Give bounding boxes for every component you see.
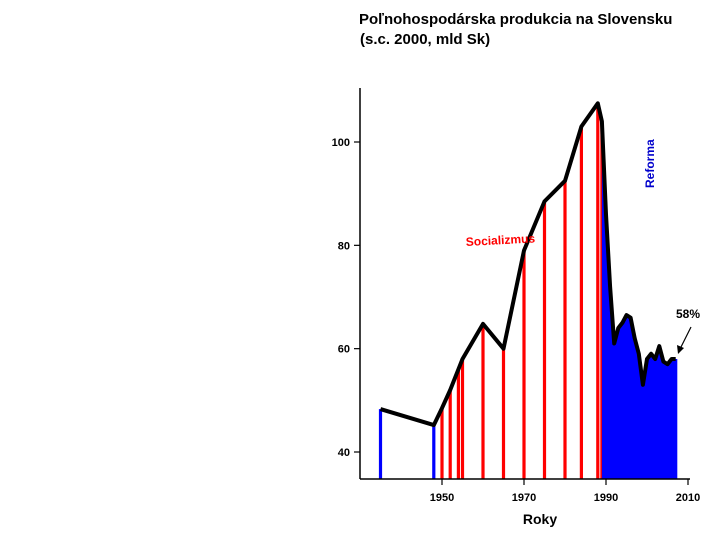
bar-1988 xyxy=(596,103,600,480)
bars-group xyxy=(378,103,678,480)
bar-1952 xyxy=(448,390,452,479)
percent-arrow-line xyxy=(679,326,692,350)
y-tick-label-40: 40 xyxy=(338,447,350,459)
post-1989-area xyxy=(601,121,676,480)
y-tick-label-80: 80 xyxy=(338,240,350,252)
chart-title-line2: (s.c. 2000, mld Sk) xyxy=(360,31,491,48)
reform-annotation: Reforma xyxy=(643,139,657,188)
percent-arrow-head xyxy=(677,345,684,354)
y-tick-label-100: 100 xyxy=(332,137,350,149)
x-tick-label-1990: 1990 xyxy=(594,492,618,504)
chart-title-line1: Poľnohospodárska produkcia na Slovensku xyxy=(359,11,673,28)
x-ticks-group: 1950 1970 1990 2010 xyxy=(430,479,700,504)
bar-1984 xyxy=(579,126,583,479)
bar-1954 xyxy=(456,369,460,479)
bar-1948 xyxy=(432,425,436,479)
bar-1975 xyxy=(542,201,547,479)
socialism-annotation: Socializmus xyxy=(465,231,535,249)
bar-1960 xyxy=(481,323,485,479)
bar-1965 xyxy=(501,348,506,479)
x-axis-title: Roky xyxy=(523,511,557,527)
bar-1950 xyxy=(440,408,444,479)
x-tick-label-1970: 1970 xyxy=(512,492,536,504)
bar-1970 xyxy=(522,250,526,479)
production-line xyxy=(379,101,676,428)
bar-1980 xyxy=(563,180,567,480)
y-tick-label-60: 60 xyxy=(338,344,350,356)
bar-1955 xyxy=(460,359,465,479)
percent-annotation: 58% xyxy=(676,307,700,321)
x-tick-label-1950: 1950 xyxy=(430,492,454,504)
x-tick-label-2010: 2010 xyxy=(676,492,700,504)
bar-1935 xyxy=(378,409,383,479)
y-ticks-group: 40 60 80 100 xyxy=(332,137,360,459)
